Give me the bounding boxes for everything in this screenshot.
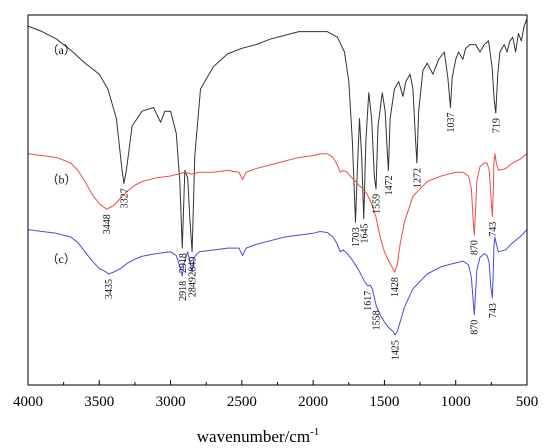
plot-frame	[27, 14, 528, 386]
peak-label: 2849	[188, 257, 199, 277]
x-tick-label: 1500	[369, 394, 399, 410]
peak-label: 870	[470, 240, 481, 255]
peak-label: 719	[491, 118, 502, 133]
peak-label: 1428	[390, 277, 401, 297]
x-tick-label: 2000	[298, 394, 328, 410]
x-tick-label: 500	[516, 394, 539, 410]
peak-label: 1272	[412, 168, 423, 188]
peak-label: 1559	[372, 194, 383, 214]
series-line-a	[27, 18, 528, 253]
series-line-c	[27, 229, 528, 336]
peak-label: 1472	[384, 175, 395, 195]
peak-label: 1558	[372, 310, 383, 330]
x-axis-title: wavenumber/cm-1	[197, 426, 319, 446]
peak-label: 1037	[446, 113, 457, 133]
peak-label: 3435	[104, 279, 115, 299]
series-label: （c）	[47, 252, 76, 266]
peak-label: 743	[488, 222, 499, 237]
x-tick-label: 3500	[84, 394, 114, 410]
peak-label: 2918	[178, 281, 189, 301]
peak-label: 1425	[391, 340, 402, 360]
x-axis-title-text: wavenumber/cm	[197, 427, 310, 446]
peak-label: 2849	[188, 277, 199, 297]
peak-label: 743	[488, 303, 499, 318]
x-tick-label: 3000	[156, 394, 186, 410]
peak-label: 1645	[359, 224, 370, 244]
series-line-b	[27, 153, 528, 273]
x-axis-title-superscript: -1	[310, 426, 319, 438]
x-tick-label: 1000	[441, 394, 471, 410]
peak-label: 870	[470, 320, 481, 335]
x-axis: 4000 3500 3000 2500 2000 1500 1000 500	[13, 380, 538, 410]
peak-label: 1617	[363, 291, 374, 311]
peak-label: 3448	[102, 214, 113, 234]
x-tick-label: 4000	[13, 394, 43, 410]
peak-label: 2918	[178, 253, 189, 273]
series-label: （a）	[47, 43, 76, 57]
peak-label: 1703	[351, 227, 362, 247]
peak-label: 3327	[120, 188, 131, 208]
series-label: （b）	[47, 172, 77, 186]
x-tick-label: 2500	[227, 394, 257, 410]
